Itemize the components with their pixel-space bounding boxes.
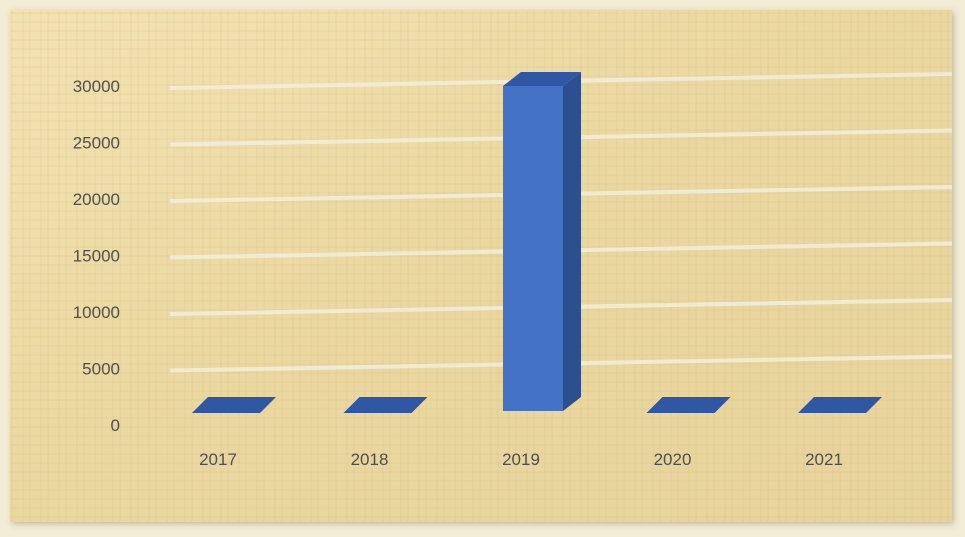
y-tick-label: 15000: [73, 247, 120, 266]
bars: [192, 72, 882, 413]
y-tick-label: 5000: [82, 360, 120, 379]
y-tick-label: 10000: [73, 303, 120, 322]
x-axis-category-labels: 2017 2018 2019 2020 2021: [199, 450, 843, 469]
bar-2021: [798, 397, 882, 413]
y-tick-label: 0: [111, 416, 120, 435]
bar-2018: [343, 397, 428, 413]
bar-zero-slab: [798, 397, 882, 413]
chart-background-texture: [10, 10, 952, 522]
bar-zero-slab: [343, 397, 428, 413]
y-tick-label: 20000: [73, 190, 120, 209]
x-category-label: 2019: [502, 450, 540, 469]
bar-2017: [192, 397, 276, 413]
x-category-label: 2021: [805, 450, 843, 469]
y-axis-tick-labels: 0 5000 10000 15000 20000 25000 30000: [73, 77, 120, 435]
bar-2019: [503, 72, 581, 411]
bar-2020: [646, 397, 731, 413]
y-tick-label: 30000: [73, 77, 120, 96]
bar-front-face: [503, 86, 563, 411]
bar-zero-slab: [192, 397, 276, 413]
bar-top-face: [503, 72, 581, 86]
bar-side-face: [563, 72, 581, 411]
bar-zero-slab: [646, 397, 731, 413]
x-category-label: 2018: [351, 450, 389, 469]
y-tick-label: 25000: [73, 134, 120, 153]
x-category-label: 2020: [654, 450, 692, 469]
x-category-label: 2017: [199, 450, 237, 469]
